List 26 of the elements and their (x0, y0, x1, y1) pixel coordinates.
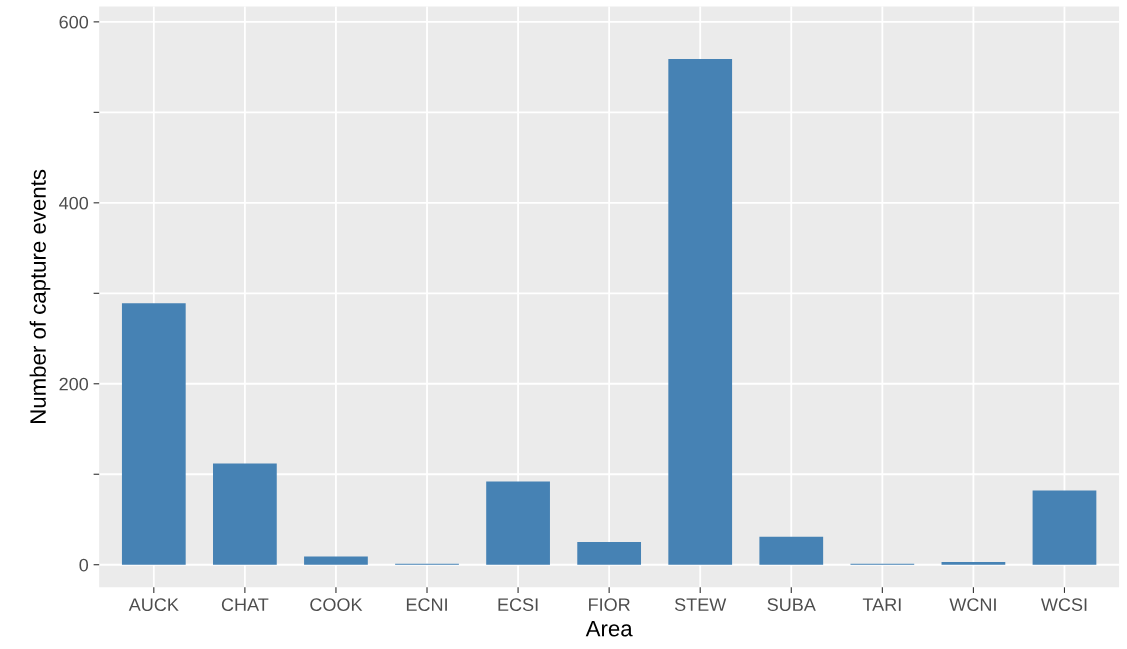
bar (668, 58, 733, 565)
x-tick-label: COOK (310, 598, 363, 612)
x-tick-label: FIOR (589, 598, 630, 612)
y-tick-label: 200 (59, 377, 89, 391)
bar (759, 536, 824, 565)
y-axis-title: Number of capture events (29, 169, 51, 423)
bar (213, 463, 277, 565)
bar (941, 562, 1006, 565)
x-tick-label: ECSI (498, 598, 538, 612)
x-tick-label: SUBA (767, 598, 816, 612)
x-axis-title: Area (585, 620, 633, 637)
bar (304, 556, 368, 565)
x-tick-label: TARI (862, 598, 901, 611)
x-tick-label: WCNI (949, 598, 996, 612)
bar (577, 542, 642, 565)
y-tick-label: 0 (79, 558, 89, 572)
y-tick-label: 400 (59, 196, 89, 210)
y-tick-label: 600 (59, 15, 89, 29)
x-tick-label: AUCK (128, 598, 179, 612)
bar (1032, 490, 1097, 565)
x-tick-label: CHAT (221, 598, 269, 612)
x-tick-label: STEW (674, 598, 727, 612)
bar (486, 481, 550, 565)
bar (121, 303, 186, 565)
x-tick-label: WCSI (1040, 598, 1087, 612)
x-tick-label: ECNI (406, 598, 447, 612)
